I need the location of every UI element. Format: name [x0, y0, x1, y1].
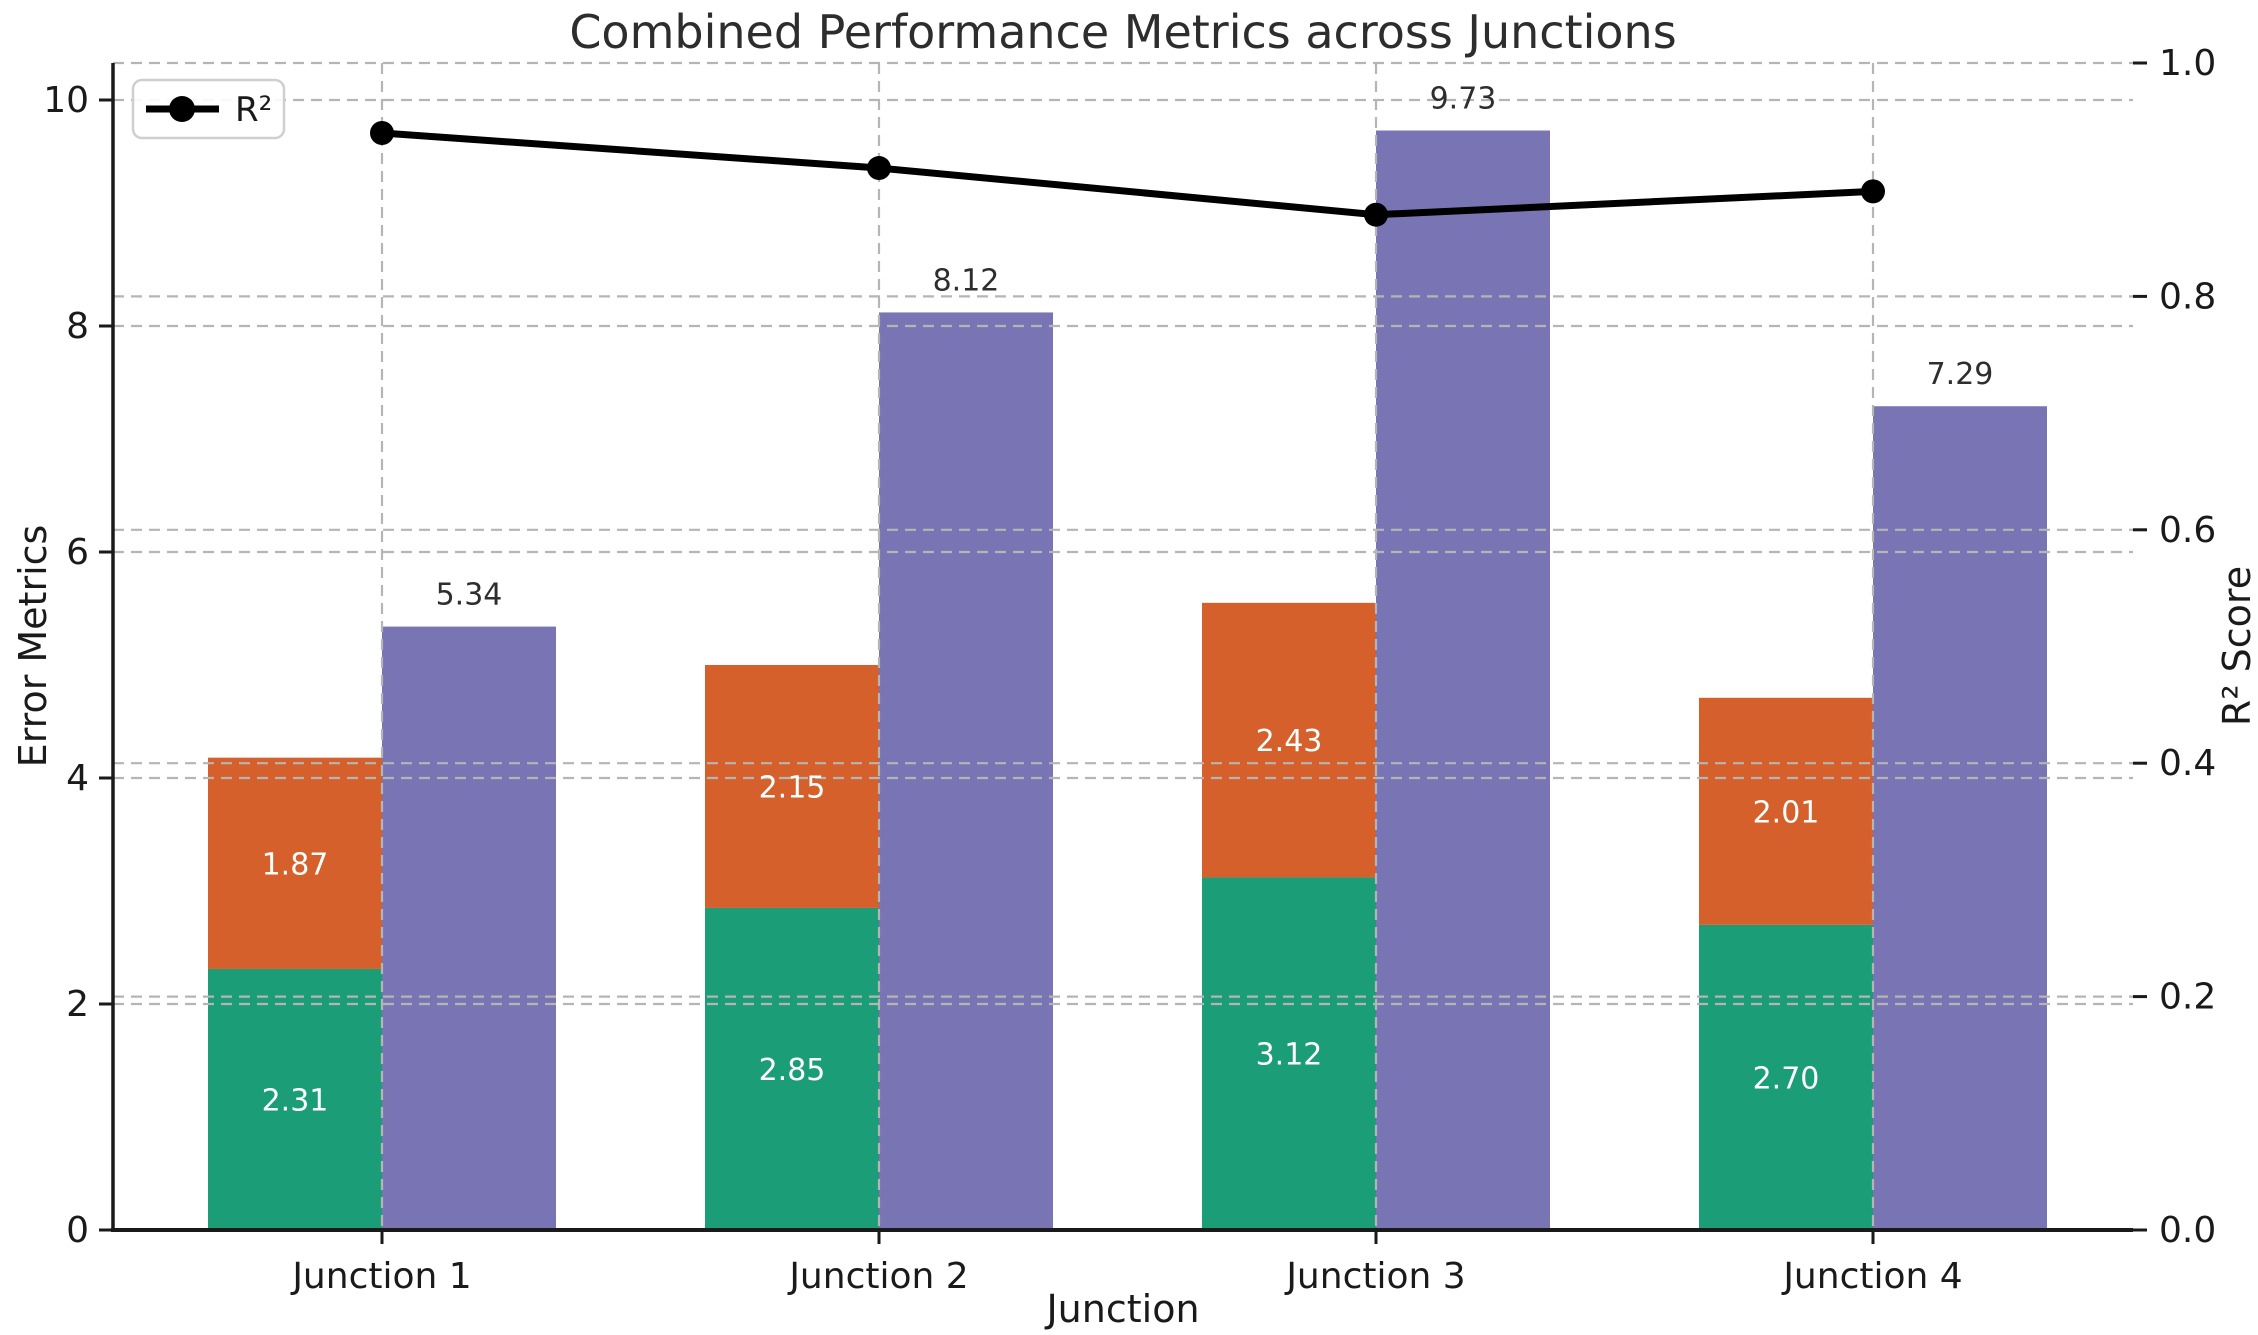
bar-orange-junction-4 — [1699, 697, 1873, 925]
bar-purple-junction-1 — [382, 626, 556, 1230]
label-purple-junction-4: 7.29 — [1927, 357, 1994, 392]
y-right-tick-label-0.2: 0.2 — [2159, 977, 2216, 1018]
bar-green-junction-2 — [705, 907, 879, 1230]
label-green-junction-4: 2.70 — [1753, 1061, 1820, 1096]
y-left-axis-label: Error Metrics — [11, 525, 55, 768]
r2-point-junction-3 — [1364, 202, 1388, 227]
label-purple-junction-3: 9.73 — [1430, 82, 1497, 117]
bar-green-junction-3 — [1202, 877, 1376, 1230]
y-right-tick-label-0.4: 0.4 — [2159, 743, 2216, 784]
gridlines-layer — [113, 61, 2133, 1230]
bar-purple-junction-2 — [879, 312, 1053, 1230]
y-right-axis-label: R² Score — [2215, 566, 2258, 726]
bar-purple-junction-3 — [1376, 130, 1550, 1230]
bars-layer — [208, 130, 2047, 1231]
y-left-tick-label-10: 10 — [43, 80, 89, 121]
y-left-tick-label-6: 6 — [66, 532, 89, 573]
label-purple-junction-2: 8.12 — [933, 263, 1000, 298]
y-right-tick-label-0.8: 0.8 — [2159, 276, 2216, 317]
y-right-tick-label-0.6: 0.6 — [2159, 510, 2216, 551]
axes-layer: 0 2 4 6 8 10 0.0 0.2 0.4 0.6 0.8 1.0 Junction 1 Junct… — [43, 43, 2216, 1297]
bar-orange-junction-2 — [705, 665, 879, 908]
y-left-tick-label-0: 0 — [66, 1210, 89, 1251]
legend-r2-label: R² — [235, 90, 272, 130]
r2-line — [381, 129, 1874, 219]
chart-title: Combined Performance Metrics across Junc… — [569, 5, 1676, 59]
y-left-tick-label-4: 4 — [66, 758, 89, 799]
y-right-tick-label-1.0: 1.0 — [2159, 43, 2216, 84]
label-orange-junction-2: 2.15 — [759, 770, 826, 805]
r2-line-layer — [370, 121, 1885, 227]
x-tick-label-junction-3: Junction 3 — [1284, 1256, 1465, 1297]
bar-orange-junction-3 — [1202, 602, 1376, 878]
x-tick-label-junction-1: Junction 1 — [290, 1256, 471, 1297]
r2-point-junction-1 — [370, 121, 394, 146]
r2-point-junction-2 — [867, 156, 891, 181]
label-orange-junction-3: 2.43 — [1256, 724, 1323, 759]
y-left-tick-label-8: 8 — [66, 306, 89, 347]
x-tick-label-junction-2: Junction 2 — [787, 1256, 968, 1297]
bar-orange-junction-1 — [208, 757, 382, 969]
label-orange-junction-1: 1.87 — [262, 847, 329, 882]
label-green-junction-1: 2.31 — [262, 1083, 329, 1118]
bar-green-junction-1 — [208, 968, 382, 1230]
label-purple-junction-1: 5.34 — [436, 578, 503, 613]
y-left-tick-label-2: 2 — [66, 984, 89, 1025]
label-green-junction-3: 3.12 — [1256, 1038, 1323, 1073]
legend-marker-dot — [169, 96, 195, 122]
bar-value-labels-layer: 2.31 1.87 5.34 2.85 2.15 8.12 3.12 2.43 9.73 2.70… — [262, 82, 1994, 1119]
x-tick-label-junction-4: Junction 4 — [1781, 1256, 1962, 1297]
r2-point-junction-4 — [1861, 179, 1885, 204]
bar-green-junction-4 — [1699, 924, 1873, 1230]
label-green-junction-2: 2.85 — [759, 1053, 826, 1088]
bar-purple-junction-4 — [1873, 406, 2047, 1231]
legend: R² — [131, 78, 286, 140]
y-right-tick-label-0.0: 0.0 — [2159, 1210, 2216, 1251]
x-axis-label: Junction — [1044, 1287, 1199, 1331]
label-orange-junction-4: 2.01 — [1753, 795, 1820, 830]
